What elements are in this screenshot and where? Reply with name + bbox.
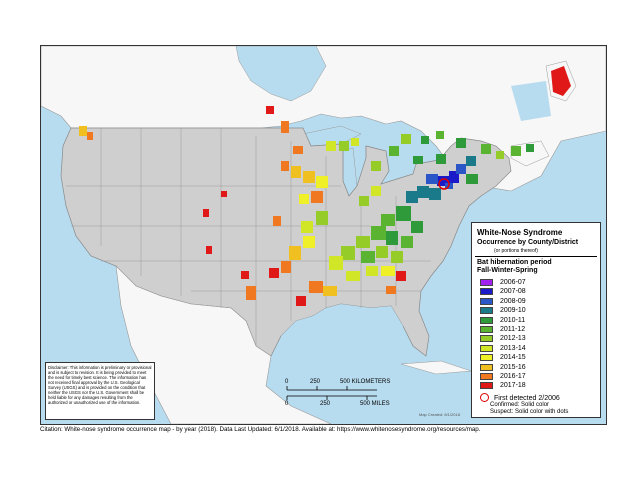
wns-counties <box>79 106 534 306</box>
legend-label: 2015-16 <box>500 363 526 371</box>
legend-item-2007-08: 2007-08 <box>480 287 595 296</box>
legend-swatch <box>480 297 493 305</box>
legend-label: 2012-13 <box>500 335 526 343</box>
legend-label: 2006-07 <box>500 279 526 286</box>
legend-item-2006-07: 2006-07 <box>480 278 595 287</box>
legend-period-title: Bat hibernation period <box>477 259 552 266</box>
legend-subtitle-note: (or portions thereof) <box>494 248 538 254</box>
first-detected-label: First detected 2/2006 <box>494 395 560 402</box>
cuba <box>400 360 472 375</box>
legend-label: 2010-11 <box>500 316 526 324</box>
legend-swatch <box>480 307 493 315</box>
legend-title: White-Nose Syndrome <box>477 228 563 237</box>
scale-km-250: 250 <box>310 379 321 385</box>
legend-label: 2008-09 <box>500 297 526 305</box>
legend-item-2009-10: 2009-10 <box>480 306 595 315</box>
newfoundland-wns <box>551 66 571 96</box>
legend-item-2014-15: 2014-15 <box>480 353 595 362</box>
disclaimer-box: Disclaimer: This information is prelimin… <box>45 362 155 420</box>
legend-item-2013-14: 2013-14 <box>480 344 595 353</box>
scale-mi-250: 250 <box>320 401 331 407</box>
first-detected-icon <box>480 393 489 402</box>
scale-bar: 0 250 500 KILOMETERS 0 250 500 MILES <box>282 376 390 412</box>
legend-item-2011-12: 2011-12 <box>480 325 595 334</box>
scale-mi-500: 500 MILES <box>360 401 390 407</box>
first-detected-marker[interactable] <box>438 178 450 190</box>
hudson-bay <box>235 46 327 102</box>
scale-km-0: 0 <box>285 379 289 385</box>
legend-label: 2007-08 <box>500 288 526 296</box>
scale-mi-0: 0 <box>285 401 289 407</box>
legend-confirmed: Confirmed: Solid color <box>490 402 550 408</box>
legend-label: 2016-17 <box>500 373 526 380</box>
legend-item-2010-11: 2010-11 <box>480 316 595 325</box>
legend-label: 2009-10 <box>500 307 526 315</box>
legend-swatch <box>480 288 493 296</box>
legend-swatch <box>480 354 493 362</box>
legend-item-2008-09: 2008-09 <box>480 297 595 306</box>
legend-swatch <box>480 335 493 343</box>
legend-item-2012-13: 2012-13 <box>480 334 595 343</box>
legend-label: 2017-18 <box>500 382 526 390</box>
citation: Citation: White-nose syndrome occurrence… <box>40 426 481 433</box>
legend-swatch <box>480 363 493 371</box>
legend-period-subtitle: Fall-Winter-Spring <box>477 267 538 274</box>
legend-suspect: Suspect: Solid color with dots <box>490 409 569 415</box>
legend-subtitle: Occurrence by County/District <box>477 239 579 246</box>
legend-first-detected: First detected 2/2006 <box>480 393 560 402</box>
legend-item-2015-16: 2015-16 <box>480 363 595 372</box>
map-canvas[interactable] <box>41 46 606 424</box>
gulf-of-mexico <box>281 304 403 391</box>
legend-swatch <box>480 344 493 352</box>
legend-label: 2013-14 <box>500 344 526 352</box>
legend-swatch <box>480 316 493 324</box>
legend-swatch <box>480 279 493 286</box>
legend-divider <box>475 256 597 257</box>
scale-bar-graphic <box>286 386 377 400</box>
legend-box: White-Nose Syndrome Occurrence by County… <box>471 222 601 418</box>
legend-label: 2014-15 <box>500 354 526 362</box>
legend-swatch <box>480 373 493 380</box>
gulf-st-lawrence <box>511 81 551 121</box>
legend-item-2017-18: 2017-18 <box>480 381 595 390</box>
legend-swatch <box>480 326 493 333</box>
legend-swatch <box>480 382 493 390</box>
legend-item-2016-17: 2016-17 <box>480 372 595 381</box>
legend-label: 2011-12 <box>500 326 526 333</box>
map-credit: Map Created: 6/1/2018 <box>419 412 460 417</box>
scale-km-500: 500 KILOMETERS <box>340 379 391 385</box>
